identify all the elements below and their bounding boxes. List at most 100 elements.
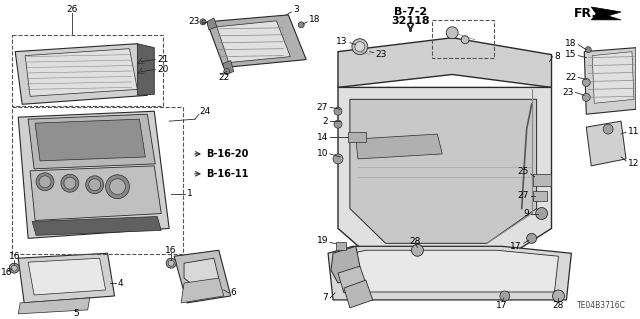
Circle shape: [298, 22, 304, 28]
Polygon shape: [184, 258, 219, 286]
Text: 16: 16: [8, 252, 20, 261]
Circle shape: [224, 69, 230, 74]
Text: 16: 16: [165, 246, 177, 255]
Circle shape: [12, 265, 17, 271]
Bar: [348, 132, 366, 142]
Bar: [336, 242, 346, 250]
Polygon shape: [207, 18, 217, 30]
Circle shape: [334, 107, 342, 115]
Text: 23: 23: [189, 17, 200, 26]
Polygon shape: [338, 87, 552, 263]
Circle shape: [106, 175, 129, 199]
Text: 5: 5: [73, 309, 79, 318]
Circle shape: [586, 47, 591, 53]
Circle shape: [202, 20, 206, 24]
Text: 17: 17: [510, 242, 522, 251]
Text: 18: 18: [565, 39, 577, 48]
Polygon shape: [35, 119, 145, 161]
Text: 3: 3: [293, 5, 299, 14]
Text: 1: 1: [187, 189, 193, 198]
Bar: [433, 20, 494, 58]
Circle shape: [64, 177, 76, 189]
Circle shape: [500, 291, 510, 301]
Circle shape: [168, 260, 174, 266]
Polygon shape: [356, 134, 442, 159]
Text: 16: 16: [1, 268, 12, 277]
Text: 12: 12: [628, 160, 639, 168]
Polygon shape: [340, 250, 559, 292]
Circle shape: [352, 39, 368, 55]
Polygon shape: [350, 99, 536, 243]
Circle shape: [582, 93, 590, 101]
Polygon shape: [30, 166, 161, 220]
Text: TE04B3716C: TE04B3716C: [577, 301, 626, 310]
Text: 24: 24: [199, 107, 210, 116]
Text: 32118: 32118: [391, 16, 430, 26]
Text: 18: 18: [309, 15, 321, 24]
Polygon shape: [338, 38, 552, 87]
Text: 21: 21: [157, 55, 168, 64]
Circle shape: [446, 27, 458, 39]
Text: 22: 22: [219, 73, 230, 82]
Circle shape: [582, 78, 590, 86]
Circle shape: [109, 179, 125, 195]
Circle shape: [86, 176, 104, 194]
Bar: [12, 107, 183, 254]
Text: 13: 13: [337, 37, 348, 46]
Polygon shape: [138, 44, 154, 95]
Circle shape: [89, 179, 100, 191]
Circle shape: [61, 174, 79, 192]
Text: 6: 6: [231, 288, 237, 298]
Polygon shape: [584, 48, 636, 114]
Polygon shape: [328, 246, 572, 300]
Polygon shape: [18, 253, 115, 303]
Polygon shape: [28, 258, 106, 295]
Polygon shape: [15, 44, 147, 104]
Text: 27: 27: [317, 103, 328, 112]
Circle shape: [333, 154, 343, 164]
Circle shape: [527, 234, 536, 243]
Polygon shape: [338, 266, 366, 293]
Polygon shape: [592, 52, 634, 103]
Circle shape: [412, 244, 424, 256]
Polygon shape: [223, 61, 234, 74]
Circle shape: [536, 208, 548, 219]
Text: 9: 9: [523, 209, 529, 218]
Text: 17: 17: [496, 301, 508, 310]
Circle shape: [39, 176, 51, 188]
Text: 11: 11: [628, 127, 639, 136]
Polygon shape: [18, 298, 90, 314]
Text: 10: 10: [317, 149, 328, 159]
Text: 2: 2: [323, 117, 328, 126]
Circle shape: [334, 120, 342, 128]
Circle shape: [200, 19, 206, 25]
Bar: [12, 35, 163, 106]
Bar: [532, 174, 550, 186]
Text: FR.: FR.: [574, 7, 598, 20]
Circle shape: [552, 290, 564, 302]
Circle shape: [9, 263, 19, 273]
Text: 20: 20: [157, 65, 168, 74]
Text: 7: 7: [323, 293, 328, 302]
Polygon shape: [181, 278, 224, 303]
Text: 26: 26: [66, 5, 77, 14]
Polygon shape: [174, 250, 231, 303]
Text: 25: 25: [517, 167, 529, 176]
Text: B-16-20: B-16-20: [206, 149, 248, 159]
Text: 28: 28: [553, 301, 564, 310]
Text: 15: 15: [565, 50, 577, 59]
Polygon shape: [25, 49, 138, 96]
Circle shape: [603, 124, 613, 134]
Polygon shape: [344, 280, 372, 308]
Text: 14: 14: [317, 133, 328, 142]
Text: B-16-11: B-16-11: [206, 169, 248, 179]
Text: 27: 27: [517, 191, 529, 200]
Polygon shape: [586, 121, 626, 166]
Circle shape: [166, 258, 176, 268]
Text: 22: 22: [565, 73, 577, 82]
Polygon shape: [28, 114, 156, 169]
Polygon shape: [217, 21, 291, 63]
Circle shape: [355, 42, 365, 52]
Text: B-7-2: B-7-2: [394, 7, 427, 17]
Polygon shape: [591, 7, 621, 20]
